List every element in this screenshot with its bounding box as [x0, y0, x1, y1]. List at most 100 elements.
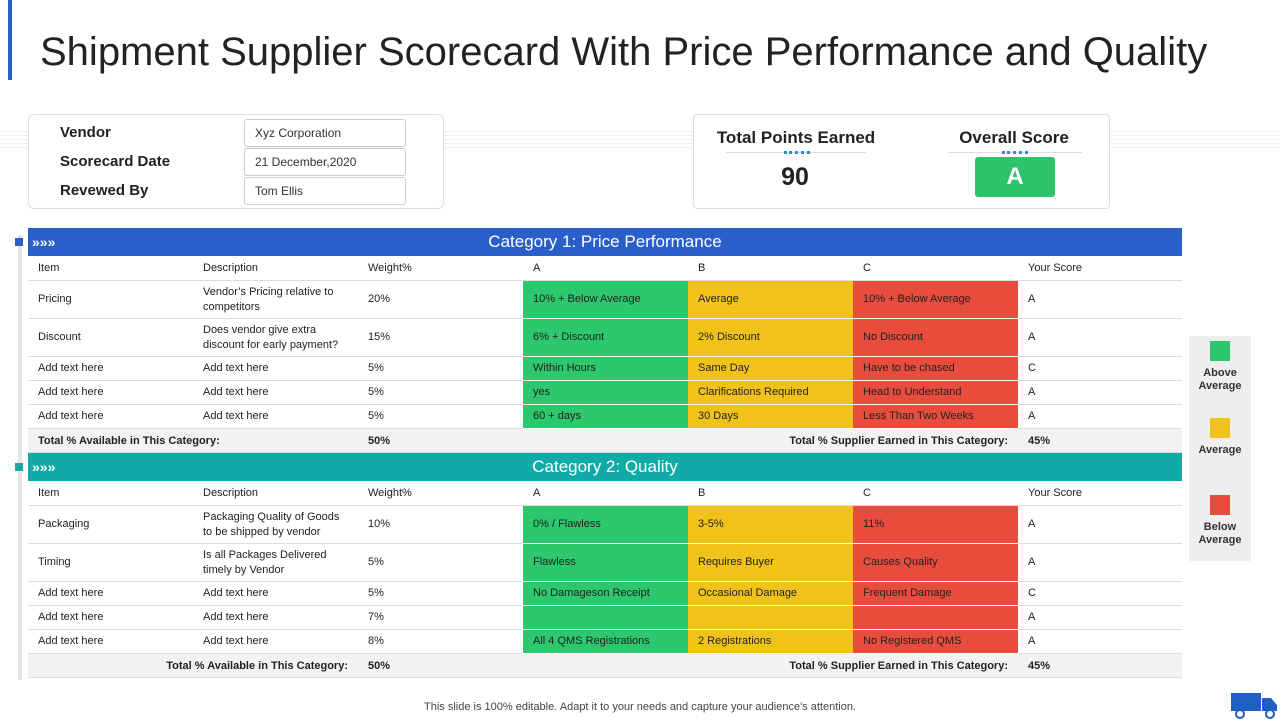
rating-cell: All 4 QMS Registrations	[523, 630, 688, 654]
table-cell: Add text here	[193, 582, 358, 606]
title: Shipment Supplier Scorecard With Price P…	[40, 30, 1208, 74]
table-cell: Timing	[28, 544, 193, 582]
table-cell: Add text here	[28, 357, 193, 381]
table-cell: Add text here	[28, 405, 193, 429]
table-cell: A	[1018, 281, 1182, 319]
table-cell: C	[1018, 357, 1182, 381]
total-row	[28, 429, 1182, 453]
earned-label: Total % Supplier Earned in This Category…	[789, 659, 1008, 672]
column-header: Your Score	[1018, 481, 1182, 506]
category-marker	[15, 238, 23, 246]
rating-cell: 11%	[853, 506, 1018, 544]
table-cell: Add text here	[28, 606, 193, 630]
rating-cell: No Discount	[853, 319, 1018, 357]
table-cell: Add text here	[28, 381, 193, 405]
rating-cell: 30 Days	[688, 405, 853, 429]
table-cell: 5%	[358, 357, 523, 381]
rating-cell: Frequent Damage	[853, 582, 1018, 606]
truck-icon	[1231, 693, 1277, 719]
table-cell: A	[1018, 544, 1182, 582]
table-cell: Vendor’s Pricing relative to competitors	[193, 281, 358, 319]
divider-dots	[1002, 151, 1028, 154]
table-cell: Is all Packages Delivered timely by Vend…	[193, 544, 358, 582]
table-cell: Add text here	[28, 582, 193, 606]
rating-cell: Clarifications Required	[688, 381, 853, 405]
earned-label: Total % Supplier Earned in This Category…	[789, 434, 1008, 447]
table-cell: 7%	[358, 606, 523, 630]
divider-dots	[784, 151, 810, 154]
table-cell: C	[1018, 582, 1182, 606]
column-header: Your Score	[1018, 256, 1182, 281]
table-cell: Add text here	[193, 630, 358, 654]
table-cell: 5%	[358, 582, 523, 606]
rating-cell: 6% + Discount	[523, 319, 688, 357]
total-label: Total % Available in This Category:	[38, 434, 220, 447]
column-header: A	[523, 256, 688, 281]
legend-label: Below Average	[1198, 521, 1242, 547]
column-header: Item	[28, 256, 193, 281]
info-label: Scorecard Date	[60, 153, 171, 170]
rating-cell: Have to be chased	[853, 357, 1018, 381]
total-label: Total % Available in This Category:	[166, 659, 348, 672]
rating-cell: 2% Discount	[688, 319, 853, 357]
legend-box	[1189, 336, 1251, 561]
legend-label: Average	[1198, 444, 1242, 456]
column-header: C	[853, 481, 1018, 506]
table-cell: 5%	[358, 544, 523, 582]
legend-swatch	[1210, 341, 1230, 361]
rating-cell: 10% + Below Average	[853, 281, 1018, 319]
column-header: Item	[28, 481, 193, 506]
info-value: Xyz Corporation	[244, 119, 406, 147]
table-cell: Add text here	[28, 630, 193, 654]
table-cell: A	[1018, 506, 1182, 544]
points-value: 90	[781, 163, 809, 191]
rating-cell: Flawless	[523, 544, 688, 582]
rating-cell: Same Day	[688, 357, 853, 381]
rating-cell: Requires Buyer	[688, 544, 853, 582]
table-cell: Discount	[28, 319, 193, 357]
legend-label: Above Average	[1198, 367, 1242, 393]
table-cell: A	[1018, 381, 1182, 405]
column-header: Description	[193, 481, 358, 506]
info-label: Revewed By	[60, 182, 149, 199]
category-bar	[28, 453, 1182, 481]
rating-cell: Average	[688, 281, 853, 319]
rating-cell: 2 Registrations	[688, 630, 853, 654]
total-value: 50%	[368, 434, 391, 447]
legend-swatch	[1210, 495, 1230, 515]
rating-cell: Less Than Two Weeks	[853, 405, 1018, 429]
table-cell: Add text here	[193, 405, 358, 429]
rating-cell	[688, 606, 853, 630]
category-icon: »»»	[32, 459, 56, 475]
column-header: Weight%	[358, 481, 523, 506]
column-header: Description	[193, 256, 358, 281]
total-row	[28, 654, 1182, 678]
column-header: Weight%	[358, 256, 523, 281]
category-marker	[15, 463, 23, 471]
table-cell: Pricing	[28, 281, 193, 319]
table-cell: 20%	[358, 281, 523, 319]
rating-cell: No Damageson Receipt	[523, 582, 688, 606]
table-cell: A	[1018, 630, 1182, 654]
column-header: C	[853, 256, 1018, 281]
rating-cell: Within Hours	[523, 357, 688, 381]
info-value: 21 December,2020	[244, 148, 406, 176]
table-cell: 15%	[358, 319, 523, 357]
table-cell: Does vendor give extra discount for earl…	[193, 319, 358, 357]
legend-swatch	[1210, 418, 1230, 438]
rating-cell: 0% / Flawless	[523, 506, 688, 544]
table-cell: 5%	[358, 381, 523, 405]
rating-cell	[523, 606, 688, 630]
rating-cell: No Registered QMS	[853, 630, 1018, 654]
table-cell: Add text here	[193, 606, 358, 630]
score-badge: A	[975, 157, 1055, 197]
table-cell: Add text here	[193, 357, 358, 381]
footer-note: This slide is 100% editable. Adapt it to…	[424, 701, 856, 713]
column-header: B	[688, 256, 853, 281]
column-header: A	[523, 481, 688, 506]
table-cell: A	[1018, 319, 1182, 357]
table-cell: 10%	[358, 506, 523, 544]
table-cell: A	[1018, 405, 1182, 429]
rating-cell: 60 + days	[523, 405, 688, 429]
table-cell: Add text here	[193, 381, 358, 405]
